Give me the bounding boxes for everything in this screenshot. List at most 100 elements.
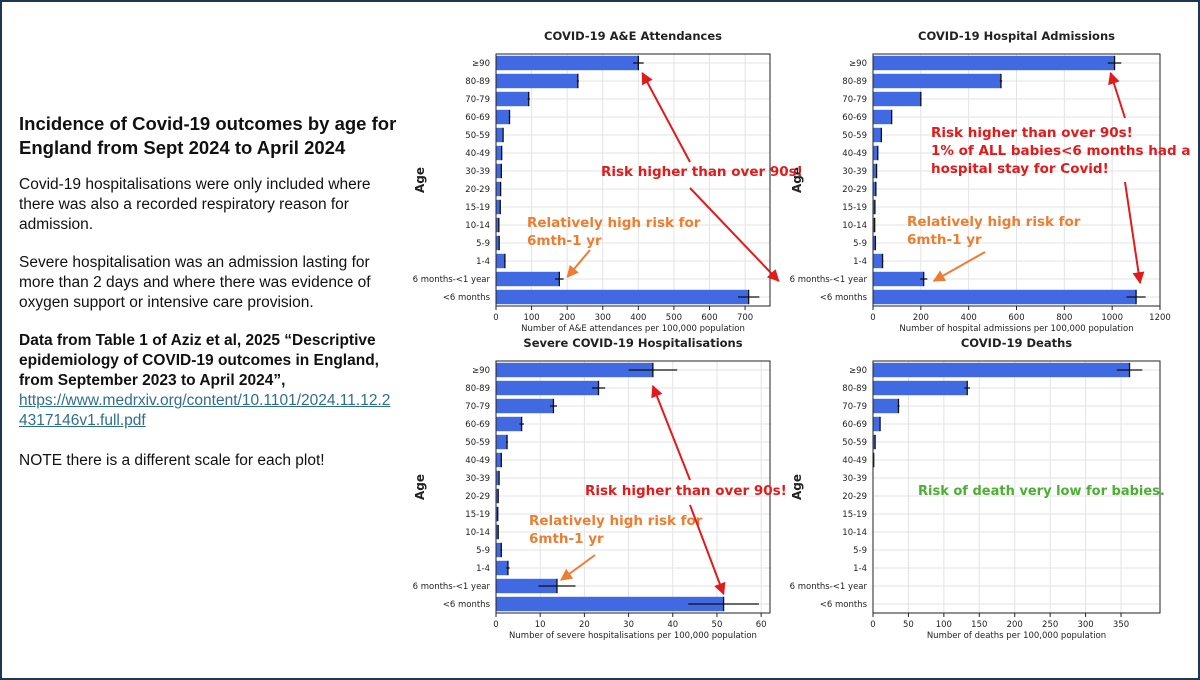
x-tick-label: 1200 (1149, 313, 1171, 323)
category-tick-label: <6 months (443, 293, 491, 303)
bar (496, 380, 599, 396)
bar (873, 253, 883, 269)
risk-arrow-up (651, 384, 691, 481)
babies-annotation: 1% of ALL babies<6 months had a (931, 143, 1190, 159)
bar (496, 91, 529, 107)
x-axis-label: Number of severe hospitalisations per 10… (509, 631, 757, 641)
severe-definition-note: Severe hospitalisation was an admission … (19, 254, 371, 311)
category-tick-label: 60-69 (842, 420, 867, 430)
x-tick-label: 200 (913, 313, 929, 323)
bar (496, 289, 749, 305)
bar (496, 542, 502, 558)
chart-3: Severe COVID-19 Hospitalisations ≥90 80-89… (413, 336, 771, 641)
x-tick-label: 600 (1008, 313, 1024, 323)
x-tick-label: 0 (493, 620, 498, 630)
category-tick-label: 70-79 (842, 402, 867, 412)
bar (496, 145, 502, 161)
category-tick-label: 15-19 (465, 203, 490, 213)
x-tick-label: 50 (712, 620, 723, 630)
category-tick-label: 20-29 (842, 185, 867, 195)
bar (496, 253, 505, 269)
category-tick-label: 70-79 (465, 95, 490, 105)
x-tick-label: 600 (701, 313, 717, 323)
annotation-layer: Risk higher than over 90s! Relatively hig… (527, 71, 1190, 596)
category-tick-label: <6 months (820, 600, 868, 610)
x-axis-label: Number of deaths per 100,000 population (927, 631, 1106, 641)
category-tick-label: 60-69 (842, 113, 867, 123)
relative-risk-annotation: Relatively high risk for (529, 513, 703, 529)
low-risk-annotation: Risk of death very low for babies. (918, 484, 1165, 499)
bar (873, 271, 924, 287)
risk-arrow-down (689, 187, 780, 282)
bar (496, 506, 498, 522)
category-tick-label: 40-49 (465, 456, 490, 466)
bar (873, 289, 1137, 305)
category-tick-label: 10-14 (465, 221, 490, 231)
plot-frame (495, 53, 771, 307)
relative-risk-annotation-line2: 6mth-1 yr (527, 233, 602, 249)
x-tick-label: 250 (1042, 620, 1058, 630)
category-tick-label: 10-14 (842, 221, 867, 231)
category-tick-label: 5-9 (476, 239, 490, 249)
bar (496, 163, 502, 179)
risk-arrow-up (641, 71, 691, 163)
bar (496, 416, 522, 432)
bar (496, 398, 554, 414)
chart-1: COVID-19 A&E Attendances ≥90 80-89 70-79 60-… (413, 29, 771, 334)
source-link[interactable]: https://www.medrxiv.org/content/10.1101/… (19, 392, 391, 429)
hospitalisation-note: Covid-19 hospitalisations were only incl… (19, 176, 371, 233)
category-tick-label: 70-79 (842, 95, 867, 105)
category-tick-label: 6 months-<1 year (790, 582, 868, 592)
category-tick-label: 20-29 (465, 185, 490, 195)
category-tick-label: 50-59 (842, 131, 867, 141)
chart-title: Severe COVID-19 Hospitalisations (523, 336, 742, 350)
category-tick-label: 1-4 (476, 564, 490, 574)
bar (873, 362, 1130, 378)
bar (496, 199, 501, 215)
relative-risk-annotation: Relatively high risk for (907, 214, 1081, 230)
category-tick-label: 40-49 (465, 149, 490, 159)
bar (873, 91, 921, 107)
category-tick-label: <6 months (443, 600, 491, 610)
relative-risk-annotation: Relatively high risk for (527, 215, 701, 231)
category-tick-label: 6 months-<1 year (413, 582, 491, 592)
x-tick-label: 500 (666, 313, 682, 323)
x-tick-label: 300 (1077, 620, 1093, 630)
category-tick-label: 50-59 (465, 438, 490, 448)
chart-title: COVID-19 Hospital Admissions (918, 29, 1115, 43)
category-tick-label: 60-69 (465, 420, 490, 430)
category-tick-label: 15-19 (842, 203, 867, 213)
x-tick-label: 40 (667, 620, 678, 630)
bar (873, 55, 1115, 71)
source-citation: Data from Table 1 of Aziz et al, 2025 “D… (19, 331, 397, 431)
y-axis-label: Age (790, 474, 804, 500)
bar (496, 217, 499, 233)
x-tick-label: 0 (493, 313, 498, 323)
bar (496, 109, 510, 125)
bar (496, 55, 639, 71)
category-tick-label: 10-14 (842, 528, 867, 538)
x-tick-label: 400 (630, 313, 646, 323)
bar (496, 578, 557, 594)
chart-title: COVID-19 Deaths (961, 336, 1072, 350)
risk-arrow-down (689, 504, 726, 596)
plot-frame (495, 360, 771, 614)
category-tick-label: 40-49 (842, 456, 867, 466)
bar (496, 127, 504, 143)
bar (873, 199, 875, 215)
plot-frame (872, 360, 1161, 614)
bar (873, 109, 892, 125)
risk-arrow-down (1124, 181, 1145, 285)
category-tick-label: 20-29 (465, 492, 490, 502)
category-tick-label: 30-39 (842, 167, 867, 177)
x-tick-label: 150 (971, 620, 987, 630)
category-tick-label: 60-69 (465, 113, 490, 123)
category-tick-label: 20-29 (842, 492, 867, 502)
risk-annotation: Risk higher than over 90s! (585, 483, 787, 499)
y-axis-label: Age (413, 474, 427, 500)
relative-risk-arrow (932, 251, 986, 282)
category-tick-label: 80-89 (842, 384, 867, 394)
category-tick-label: ≥90 (849, 366, 867, 376)
chart-4: COVID-19 Deaths ≥90 80-89 70-79 60-69 50-59 40… (790, 336, 1161, 641)
